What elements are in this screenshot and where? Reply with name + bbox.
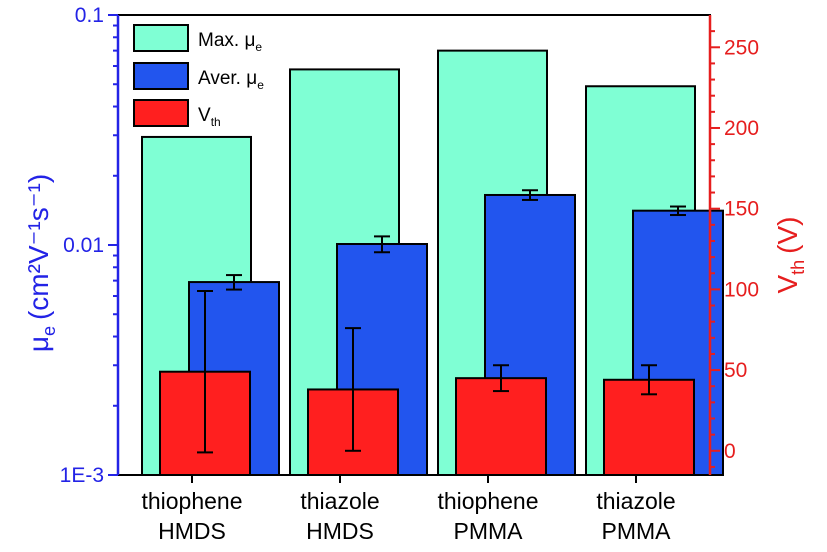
left-axis-title-sub: e [39,326,59,336]
left-axis-title: μe (cm²V⁻¹s⁻¹) [23,174,59,352]
x-category-label: thiazole [300,488,379,514]
error-bar-threshold-voltage [493,364,509,393]
left-tick-label: 1E-3 [60,464,104,487]
legend-label-sub: e [255,40,262,54]
x-axis: thiophene HMDS thiazole HMDS thiophene PMMA th… [141,475,676,544]
error-bar-average-mobility [226,274,242,291]
right-tick-label: 50 [724,359,747,382]
right-tick-label: 100 [724,278,759,301]
x-category-label: PMMA [602,518,672,544]
x-category-label: thiophene [141,488,242,514]
right-axis-title-main: V [772,275,803,294]
legend-label: Max. μe [198,30,262,54]
right-axis-title-sub: th [788,260,808,275]
legend-label: Aver. μe [198,68,264,92]
x-category-label: thiazole [596,488,675,514]
left-axis-title-main: μ [23,336,54,352]
legend-label-sub: e [257,78,264,92]
error-bar-threshold-voltage [641,364,657,396]
error-bar-threshold-voltage [345,327,361,452]
legend-swatch [133,99,189,127]
left-tick-label: 0.01 [63,234,104,257]
error-bar-average-mobility [670,205,686,217]
bar-threshold-voltage [603,378,695,477]
legend-label-main: Max. μ [198,30,255,51]
left-tick-label: 0.1 [75,4,104,27]
legend-label-main: V [198,105,211,126]
left-axis-title-units: (cm²V⁻¹s⁻¹) [23,174,54,320]
x-category-label: HMDS [158,518,226,544]
error-bar-average-mobility [374,235,390,254]
x-category-label: PMMA [454,518,524,544]
x-category-label: HMDS [306,518,374,544]
right-tick-label: 0 [724,440,736,463]
right-axis-title: Vth (V) [772,216,808,293]
legend-label-main: Aver. μ [198,68,257,89]
error-bars [197,189,686,454]
right-tick-label: 150 [724,198,759,221]
legend-swatch [133,24,189,52]
error-bar-threshold-voltage [197,290,213,454]
legend-label: Vth [198,105,221,129]
legend-label-sub: th [211,115,221,129]
error-bar-average-mobility [522,189,538,201]
legend-swatch [133,62,189,90]
right-tick-label: 250 [724,36,759,59]
left-axis: 1E-3 0.01 0.1 [60,4,118,487]
right-axis: 0 50 100 150 200 250 [710,30,759,468]
right-axis-title-units: (V) [772,216,803,253]
right-tick-label: 200 [724,117,759,140]
x-category-label: thiophene [437,488,538,514]
bar-threshold-voltage [455,377,547,476]
